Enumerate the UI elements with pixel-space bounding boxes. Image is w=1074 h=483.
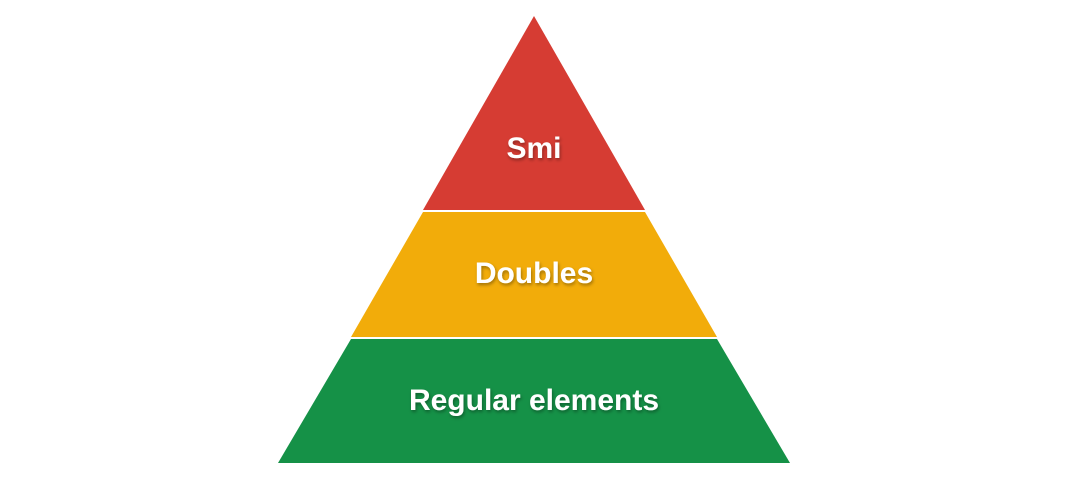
tier-smi-label: Smi xyxy=(506,132,561,165)
tier-smi xyxy=(423,16,645,210)
tier-regular-elements-label: Regular elements xyxy=(409,384,659,417)
tier-doubles-label: Doubles xyxy=(475,257,593,290)
tier-doubles xyxy=(351,212,717,337)
tier-regular-elements xyxy=(278,339,790,463)
